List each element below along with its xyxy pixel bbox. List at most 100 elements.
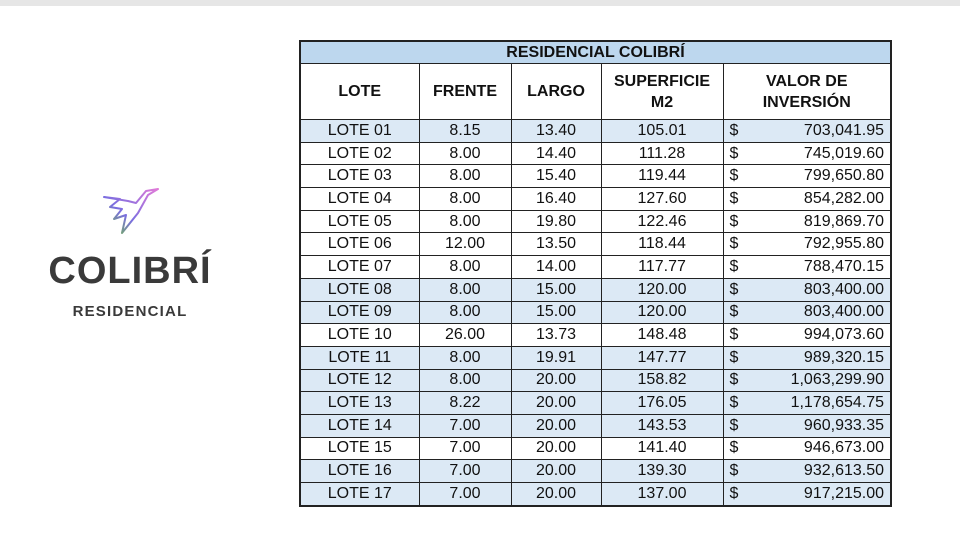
cell-valor: $854,282.00 [722, 187, 892, 211]
cell-superficie: 148.48 [600, 323, 724, 347]
table-row: LOTE 15 7.00 20.00 141.40 $946,673.00 [299, 436, 892, 461]
cell-superficie: 120.00 [600, 277, 724, 302]
cell-frente: 8.00 [418, 164, 512, 189]
table-row: LOTE 12 8.00 20.00 158.82 $1,063,299.90 [299, 368, 892, 393]
cell-largo: 20.00 [510, 368, 602, 393]
cell-lote: LOTE 02 [299, 141, 420, 166]
amount: 932,613.50 [803, 462, 884, 480]
amount: 1,178,654.75 [790, 394, 884, 412]
lots-table: RESIDENCIAL COLIBRÍ LOTE FRENTE LARGO SU… [299, 40, 892, 507]
cell-frente: 8.00 [418, 277, 512, 302]
table-row: LOTE 16 7.00 20.00 139.30 $932,613.50 [299, 459, 892, 483]
table-row: LOTE 10 26.00 13.73 148.48 $994,073.60 [299, 323, 892, 347]
cell-frente: 8.00 [418, 209, 512, 234]
cell-valor: $745,019.60 [722, 141, 892, 166]
currency-symbol: $ [729, 326, 739, 344]
currency-symbol: $ [729, 371, 739, 389]
cell-largo: 16.40 [510, 187, 602, 211]
cell-lote: LOTE 16 [299, 459, 420, 483]
currency-symbol: $ [729, 439, 739, 457]
currency-symbol: $ [729, 235, 739, 253]
cell-lote: LOTE 17 [299, 481, 420, 507]
cell-largo: 19.80 [510, 209, 602, 234]
cell-frente: 8.00 [418, 345, 512, 370]
cell-valor: $932,613.50 [722, 459, 892, 483]
cell-valor: $792,955.80 [722, 232, 892, 257]
cell-frente: 8.00 [418, 187, 512, 211]
table-row: LOTE 02 8.00 14.40 111.28 $745,019.60 [299, 141, 892, 166]
currency-symbol: $ [729, 348, 739, 366]
table-row: LOTE 13 8.22 20.00 176.05 $1,178,654.75 [299, 391, 892, 415]
table-title: RESIDENCIAL COLIBRÍ [299, 40, 892, 64]
cell-lote: LOTE 04 [299, 187, 420, 211]
table-row: LOTE 06 12.00 13.50 118.44 $792,955.80 [299, 232, 892, 257]
cell-largo: 14.40 [510, 141, 602, 166]
table-row: LOTE 01 8.15 13.40 105.01 $703,041.95 [299, 119, 892, 143]
cell-superficie: 118.44 [600, 232, 724, 257]
currency-symbol: $ [729, 303, 739, 321]
cell-valor: $917,215.00 [722, 481, 892, 507]
cell-superficie: 105.01 [600, 119, 724, 143]
currency-symbol: $ [729, 462, 739, 480]
amount: 803,400.00 [803, 303, 884, 321]
cell-largo: 20.00 [510, 413, 602, 438]
table-row: LOTE 04 8.00 16.40 127.60 $854,282.00 [299, 187, 892, 211]
cell-frente: 7.00 [418, 436, 512, 461]
cell-superficie: 139.30 [600, 459, 724, 483]
cell-superficie: 158.82 [600, 368, 724, 393]
cell-lote: LOTE 06 [299, 232, 420, 257]
cell-frente: 12.00 [418, 232, 512, 257]
header-valor: VALOR DE INVERSIÓN [722, 63, 892, 120]
cell-superficie: 122.46 [600, 209, 724, 234]
cell-frente: 8.00 [418, 255, 512, 279]
cell-valor: $803,400.00 [722, 300, 892, 325]
colibri-logo: COLIBRÍ RESIDENCIAL [30, 185, 230, 320]
cell-largo: 20.00 [510, 436, 602, 461]
currency-symbol: $ [729, 144, 739, 162]
cell-largo: 15.40 [510, 164, 602, 189]
cell-superficie: 120.00 [600, 300, 724, 325]
cell-lote: LOTE 03 [299, 164, 420, 189]
amount: 989,320.15 [803, 348, 884, 366]
table-row: LOTE 11 8.00 19.91 147.77 $989,320.15 [299, 345, 892, 370]
currency-symbol: $ [729, 416, 739, 434]
cell-lote: LOTE 13 [299, 391, 420, 415]
cell-superficie: 137.00 [600, 481, 724, 507]
header-lote: LOTE [299, 63, 420, 120]
amount: 788,470.15 [803, 257, 884, 275]
cell-lote: LOTE 14 [299, 413, 420, 438]
cell-superficie: 117.77 [600, 255, 724, 279]
currency-symbol: $ [729, 212, 739, 230]
currency-symbol: $ [729, 121, 739, 139]
cell-lote: LOTE 12 [299, 368, 420, 393]
currency-symbol: $ [729, 394, 739, 412]
cell-valor: $1,063,299.90 [722, 368, 892, 393]
cell-largo: 20.00 [510, 481, 602, 507]
currency-symbol: $ [729, 189, 739, 207]
cell-frente: 8.15 [418, 119, 512, 143]
amount: 792,955.80 [803, 235, 884, 253]
table-row: LOTE 08 8.00 15.00 120.00 $803,400.00 [299, 277, 892, 302]
amount: 917,215.00 [803, 484, 884, 502]
cell-largo: 13.73 [510, 323, 602, 347]
cell-superficie: 147.77 [600, 345, 724, 370]
cell-valor: $803,400.00 [722, 277, 892, 302]
currency-symbol: $ [729, 484, 739, 502]
cell-lote: LOTE 05 [299, 209, 420, 234]
cell-valor: $994,073.60 [722, 323, 892, 347]
cell-lote: LOTE 15 [299, 436, 420, 461]
cell-valor: $819,869.70 [722, 209, 892, 234]
cell-largo: 13.40 [510, 119, 602, 143]
top-border [0, 0, 960, 6]
table-row: LOTE 17 7.00 20.00 137.00 $917,215.00 [299, 481, 892, 507]
cell-lote: LOTE 11 [299, 345, 420, 370]
cell-valor: $1,178,654.75 [722, 391, 892, 415]
cell-valor: $960,933.35 [722, 413, 892, 438]
cell-frente: 7.00 [418, 413, 512, 438]
cell-largo: 14.00 [510, 255, 602, 279]
amount: 803,400.00 [803, 280, 884, 298]
table-row: LOTE 09 8.00 15.00 120.00 $803,400.00 [299, 300, 892, 325]
cell-largo: 20.00 [510, 391, 602, 415]
table-row: LOTE 07 8.00 14.00 117.77 $788,470.15 [299, 255, 892, 279]
cell-superficie: 141.40 [600, 436, 724, 461]
